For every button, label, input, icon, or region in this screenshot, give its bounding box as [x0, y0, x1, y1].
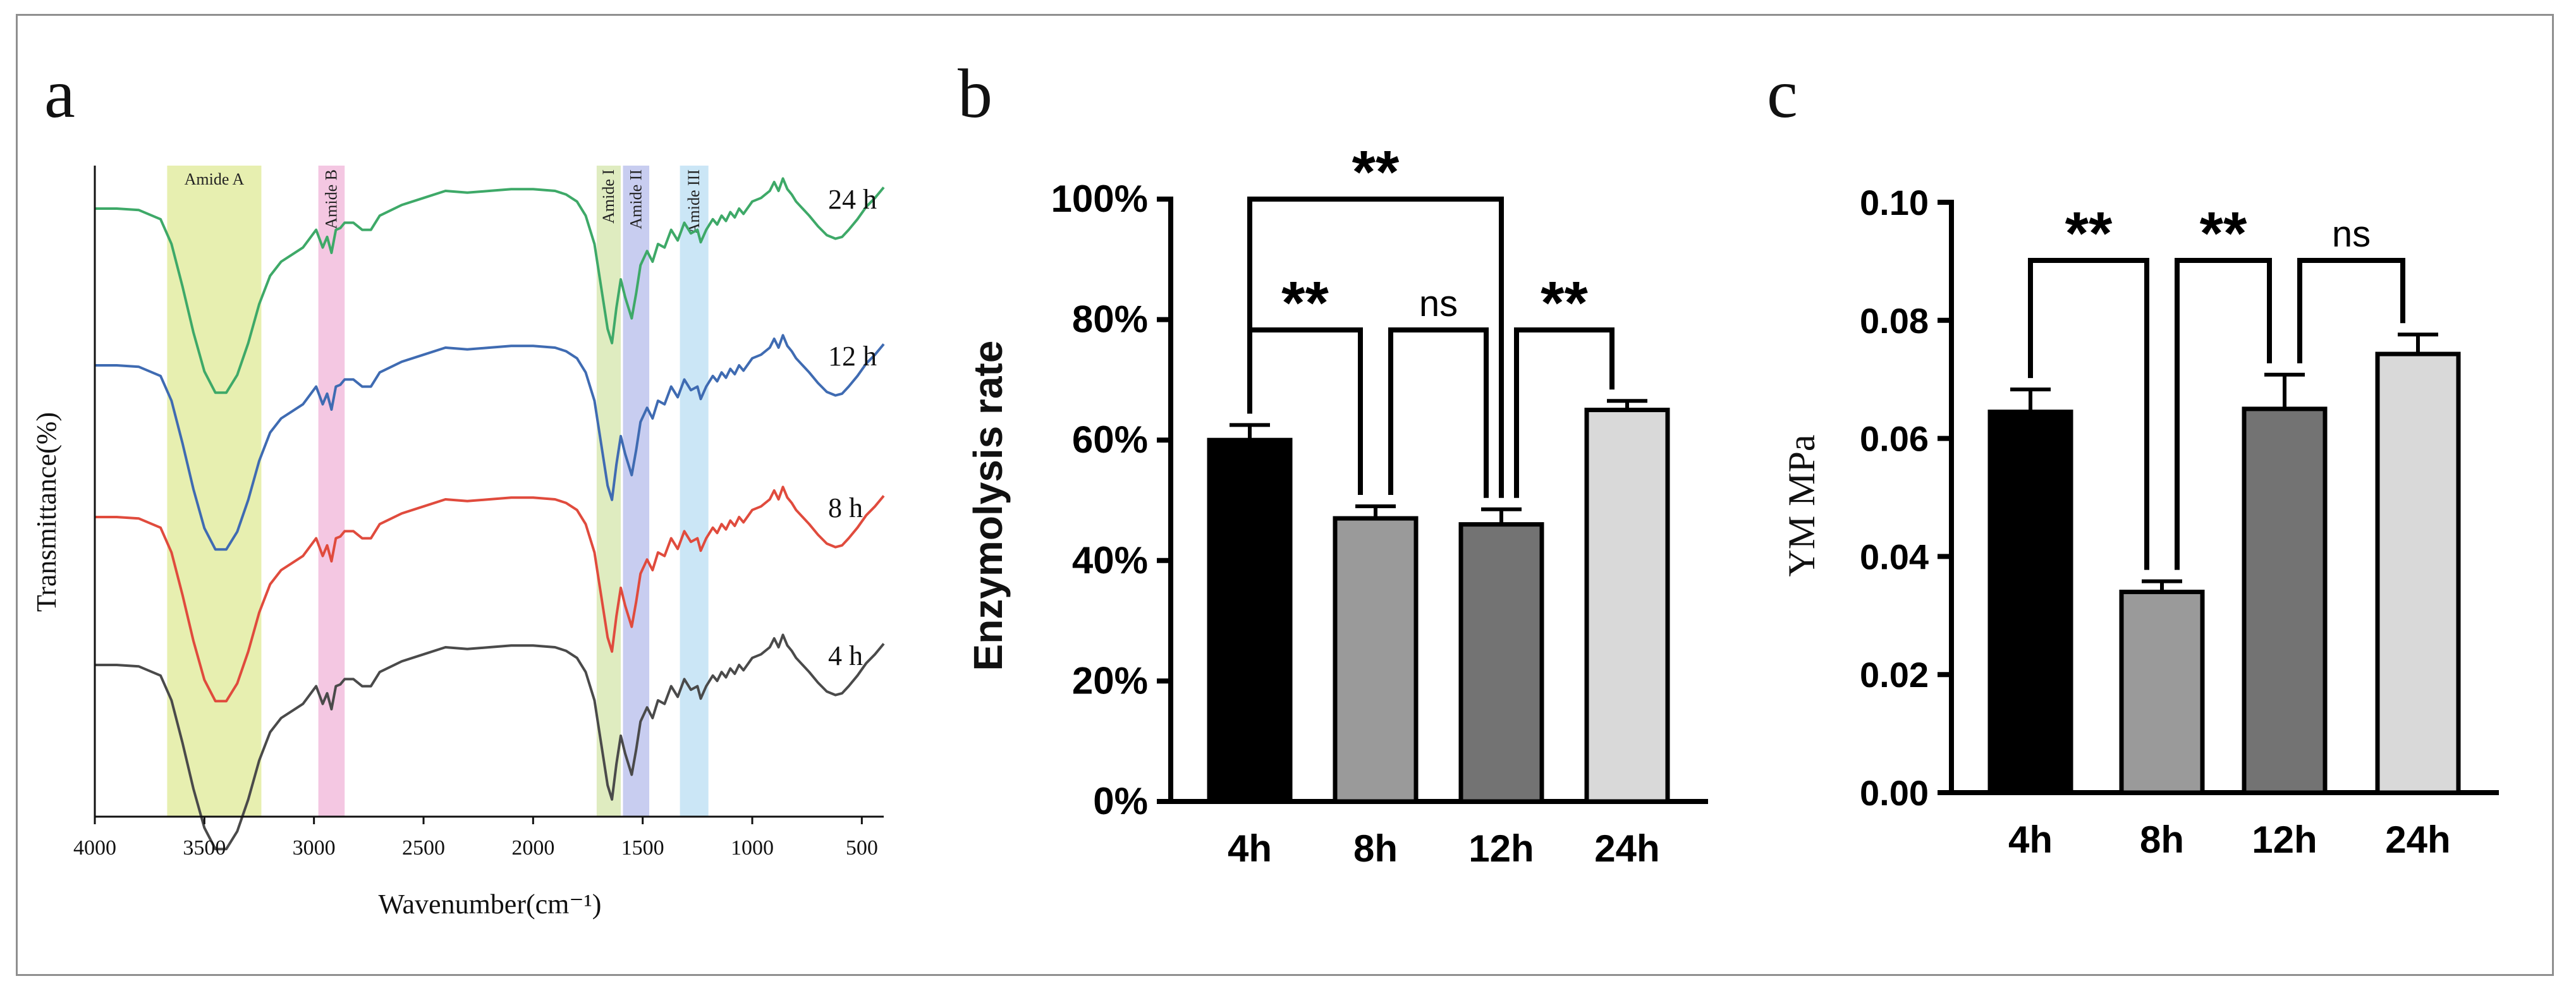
enzymolysis-y-tick-label: 100%	[1051, 178, 1148, 220]
ym-y-tick-label: 0.08	[1860, 301, 1929, 341]
ftir-x-tick-label: 1500	[621, 836, 664, 860]
spectrum-24h	[95, 177, 885, 394]
enzymolysis-bar-24h	[1584, 408, 1670, 804]
enzymolysis-x-tick-label-24h: 24h	[1594, 827, 1659, 870]
enzymolysis-sig-label-1: **	[1281, 269, 1329, 337]
spectra-lines	[95, 177, 885, 851]
enzymolysis-bar-8h	[1333, 516, 1419, 804]
enzymolysis-sig-bracket-1	[1247, 327, 1363, 496]
ym-x-tick-label-8h: 8h	[2140, 819, 2184, 861]
enzymolysis-x-tick-label-4h: 4h	[1228, 827, 1272, 870]
enzymolysis-sig-label-0: **	[1352, 138, 1400, 206]
enzymolysis-bar-4h	[1207, 437, 1293, 804]
spectrum-label-4h: 4 h	[828, 640, 863, 671]
ftir-x-tick-label: 2500	[402, 836, 445, 860]
ftir-x-tick-label: 3000	[293, 836, 336, 860]
ym-bar-4h	[1987, 410, 2073, 795]
enzymolysis-bar-12h	[1458, 522, 1544, 804]
ftir-x-tick-label: 500	[846, 836, 878, 860]
amide-bands: Amide A Amide B Amide I Amide II Amide III	[167, 166, 709, 817]
ym-y-tick-label: 0.00	[1860, 773, 1929, 813]
ftir-spectra-panel: Amide A Amide B Amide I Amide II Amide III 4…	[31, 166, 885, 920]
ym-y-tick-label: 0.06	[1860, 419, 1929, 459]
panel-label-b: b	[958, 55, 992, 132]
spectrum-8h	[95, 485, 885, 703]
enzymolysis-sig-label-3: **	[1541, 269, 1588, 337]
ym-plot: 0.00 0.02 0.04 0.06 0.08 0.10 4h 8h 12h 24h ** ** ns	[1860, 183, 2499, 861]
ym-x-tick-label-4h: 4h	[2008, 819, 2053, 861]
enzymolysis-sig-bracket-2	[1388, 327, 1489, 498]
ym-y-tick-label: 0.04	[1860, 537, 1929, 576]
enzymolysis-bar-panel: 0% 20% 40% 60% 80% 100% 4h 8h 12h 24h ** ** ns ** Enz…	[965, 138, 1708, 870]
band-label-1: Amide B	[322, 169, 340, 229]
ftir-y-axis-title: Transmittance(%)	[31, 412, 62, 612]
ftir-x-tick-label: 1000	[731, 836, 774, 860]
enzymolysis-sig-label-2: ns	[1419, 283, 1458, 324]
ym-y-tick-label: 0.02	[1860, 655, 1929, 695]
panel-label-a: a	[44, 55, 75, 132]
spectrum-label-12h: 12 h	[828, 341, 877, 372]
ym-sig-label-0: **	[2065, 200, 2113, 267]
ftir-x-tick-label: 2000	[511, 836, 554, 860]
band-1	[318, 166, 345, 817]
enzymolysis-x-tick-label-12h: 12h	[1468, 827, 1534, 870]
spectrum-12h	[95, 334, 885, 551]
enzymolysis-y-tick-label: 60%	[1072, 418, 1148, 461]
enzymolysis-sig-bracket-0	[1247, 197, 1504, 498]
band-4	[680, 166, 709, 817]
ftir-x-axis: 4000 3500 3000 2500 2000 1500 1000 500	[73, 166, 884, 860]
spectrum-label-24h: 24 h	[828, 184, 877, 215]
ym-bar-panel: 0.00 0.02 0.04 0.06 0.08 0.10 4h 8h 12h 24h ** ** ns…	[1781, 183, 2499, 861]
ym-y-axis-title: YM MPa	[1781, 434, 1822, 576]
band-3	[623, 166, 650, 817]
enzymolysis-y-tick-label: 80%	[1072, 298, 1148, 341]
enzymolysis-y-tick-label: 20%	[1072, 659, 1148, 702]
enzymolysis-y-tick-label: 40%	[1072, 539, 1148, 582]
ym-bar-24h	[2375, 351, 2461, 795]
ym-sig-bracket-0	[2028, 258, 2149, 570]
ftir-x-tick-label: 4000	[73, 836, 116, 860]
enzymolysis-plot: 0% 20% 40% 60% 80% 100% 4h 8h 12h 24h ** ** ns **	[1051, 138, 1708, 870]
ym-y-tick-label: 0.10	[1860, 183, 1929, 222]
band-label-4: Amide III	[685, 169, 703, 235]
ym-bar-12h	[2242, 406, 2328, 795]
band-label-2: Amide I	[599, 169, 618, 224]
ym-bar-8h	[2119, 589, 2205, 795]
ym-sig-label-1: **	[2200, 200, 2247, 267]
spectra-labels: 24 h 12 h 8 h 4 h	[828, 184, 877, 671]
ym-sig-bracket-2	[2297, 258, 2405, 363]
band-label-0: Amide A	[185, 170, 245, 188]
enzymolysis-x-tick-label-8h: 8h	[1353, 827, 1398, 870]
ym-x-tick-label-24h: 24h	[2385, 819, 2450, 861]
band-label-3: Amide II	[626, 169, 645, 229]
panel-label-c: c	[1767, 55, 1798, 132]
ftir-x-axis-title: Wavenumber(cm⁻¹)	[379, 889, 602, 920]
band-0	[167, 166, 262, 817]
enzymolysis-y-tick-label: 0%	[1093, 780, 1148, 822]
enzymolysis-sig-bracket-3	[1514, 327, 1615, 498]
ym-sig-bracket-1	[2175, 258, 2272, 570]
enzymolysis-y-axis-title: Enzymolysis rate	[965, 341, 1011, 671]
spectrum-4h	[95, 633, 885, 851]
ftir-x-tick-label: 3500	[183, 836, 226, 860]
ym-sig-label-2: ns	[2332, 214, 2371, 255]
ym-x-tick-label-12h: 12h	[2252, 819, 2317, 861]
spectrum-label-8h: 8 h	[828, 492, 863, 523]
